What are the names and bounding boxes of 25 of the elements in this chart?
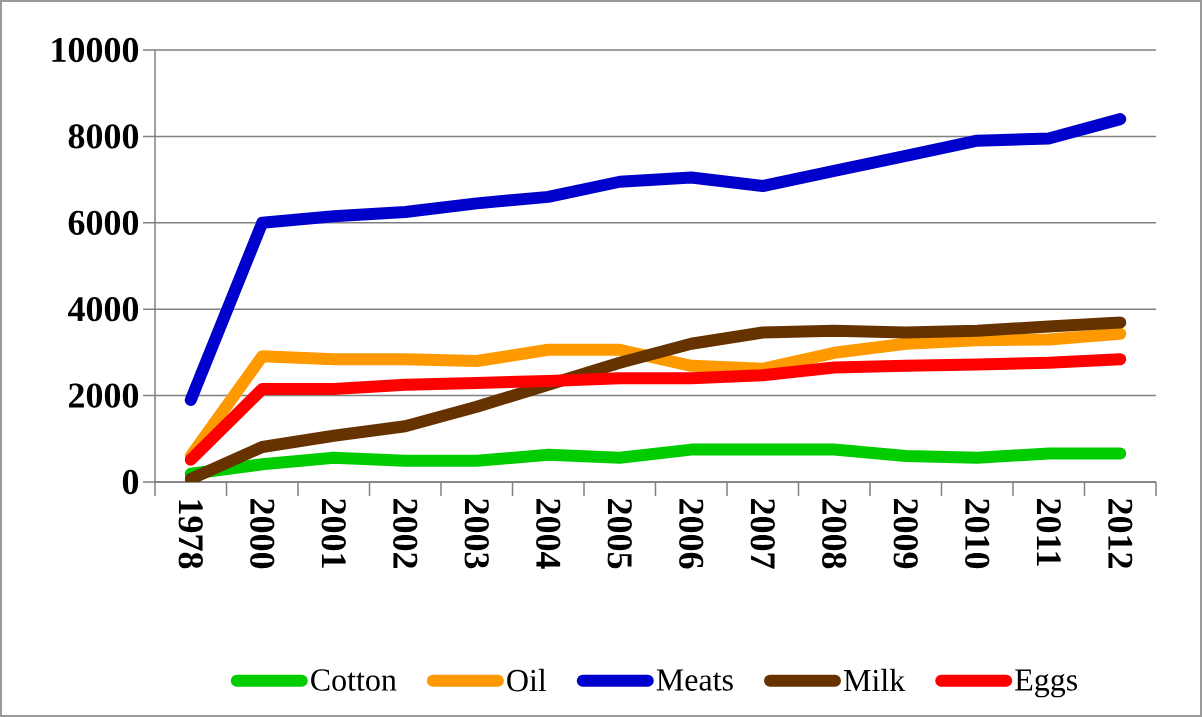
y-tick-label: 0 [122,469,139,495]
x-tick-label: 2009 [893,499,918,569]
x-tick-label: 2003 [464,499,489,569]
x-tick-label: 2001 [321,499,346,568]
y-tick-label: 4000 [67,297,139,322]
x-tick-label: 2010 [965,499,990,569]
x-tick-label: 2008 [822,499,847,569]
y-tick-label: 10000 [52,37,139,63]
x-tick-label: 2000 [250,499,275,569]
legend-label: Oil [507,668,547,692]
x-tick-label: 2002 [393,499,418,568]
x-tick-label: 2005 [607,499,632,569]
legend-label: Eggs [1015,669,1078,698]
x-tick-label: 2006 [679,499,704,569]
y-tick-label: 6000 [68,210,139,235]
x-tick-label: 1978 [178,500,203,569]
x-tick-label: 2007 [750,499,775,569]
x-tick-label: 2004 [536,499,561,569]
legend-label: Cotton [311,669,397,691]
legend-label: Meats [656,669,733,691]
x-tick-label: 2012 [1108,499,1133,568]
y-tick-label: 2000 [68,383,139,408]
y-tick-label: 8000 [68,124,139,149]
x-tick-label: 2011 [1036,499,1061,566]
legend-label: Milk [843,668,906,692]
